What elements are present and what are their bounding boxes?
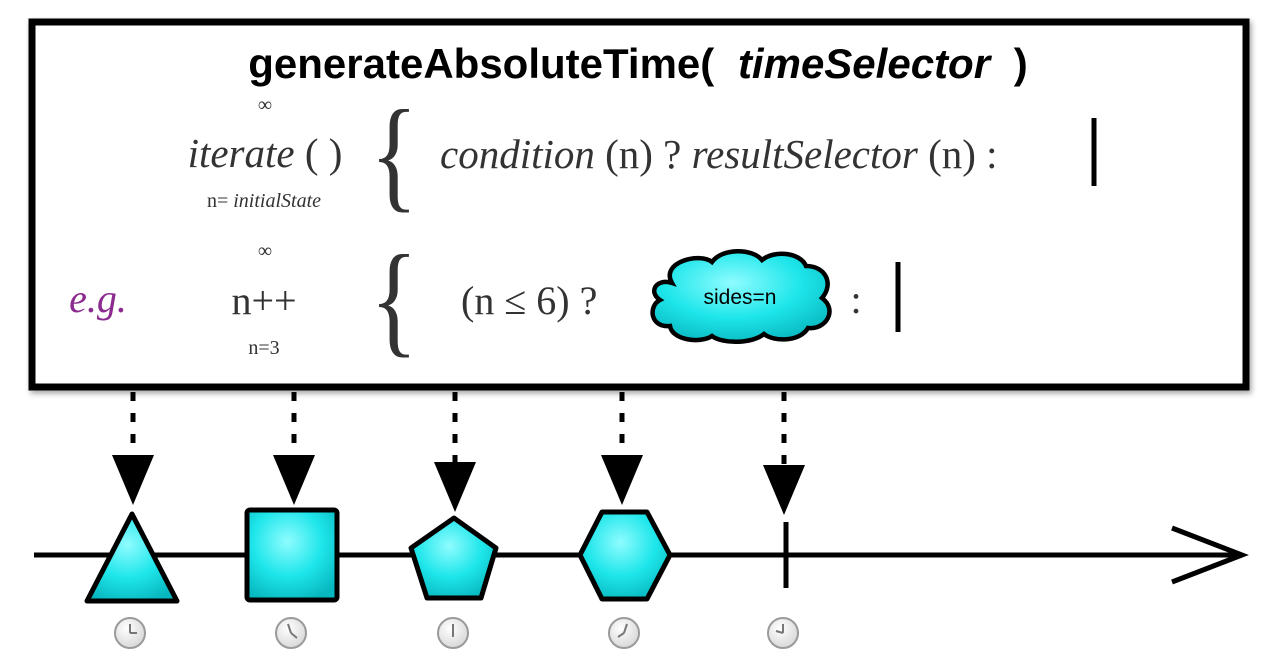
increment-expression: n++ bbox=[231, 278, 296, 323]
init-prefix: n= bbox=[207, 190, 228, 212]
title-param: timeSelector bbox=[738, 40, 993, 87]
arrow-triangle bbox=[112, 392, 154, 505]
left-brace: { bbox=[370, 86, 418, 224]
condition-label: condition bbox=[440, 131, 595, 177]
operator-title: generateAbsoluteTime( timeSelector ) bbox=[248, 40, 1027, 87]
sides-cloud: sides=n bbox=[650, 249, 832, 344]
condition-arg: (n) ? bbox=[605, 131, 692, 177]
cloud-shape bbox=[650, 249, 832, 344]
timeline-arrowhead bbox=[1171, 525, 1249, 585]
infinity-symbol: ∞ bbox=[258, 94, 272, 116]
emission-arrows bbox=[112, 392, 805, 515]
iterate-call: iterate ( ) bbox=[188, 130, 343, 176]
arrow-square bbox=[273, 392, 315, 505]
iterate-parens: ( ) bbox=[305, 130, 343, 176]
arrow-hexagon bbox=[601, 392, 643, 505]
example-label: e.g. bbox=[69, 276, 127, 321]
clock-icons bbox=[114, 617, 799, 649]
example-formula: e.g. ∞ n++ n=3 { (n ≤ 6) ? sides=n : bbox=[69, 231, 901, 369]
infinity-symbol-example: ∞ bbox=[258, 240, 272, 262]
init-value: initialState bbox=[233, 190, 321, 212]
example-condition: (n ≤ 6) ? bbox=[461, 278, 597, 323]
title-prefix: generateAbsoluteTime( bbox=[248, 40, 714, 87]
left-brace-example: { bbox=[370, 231, 418, 369]
operator-box: generateAbsoluteTime( timeSelector ) ∞ i… bbox=[28, 18, 1250, 391]
iterate-label: iterate bbox=[188, 130, 295, 176]
clock-icon bbox=[767, 617, 799, 649]
example-init: n=3 bbox=[248, 337, 279, 359]
result-selector-label: resultSelector bbox=[692, 131, 919, 177]
clock-icon bbox=[437, 617, 469, 649]
triangle-marble bbox=[84, 511, 180, 604]
cloud-label: sides=n bbox=[704, 286, 777, 309]
clock-icon bbox=[275, 617, 307, 649]
square-marble bbox=[244, 507, 340, 603]
hexagon-marble bbox=[577, 509, 673, 602]
pentagon-marble bbox=[408, 515, 499, 601]
clock-icon bbox=[114, 617, 146, 649]
arrow-completion bbox=[763, 392, 805, 515]
conditional-expression: condition (n) ? resultSelector (n) : bbox=[440, 131, 998, 177]
example-colon: : bbox=[850, 277, 861, 322]
operator-box-frame bbox=[28, 18, 1250, 391]
arrow-pentagon bbox=[434, 392, 476, 512]
clock-icon bbox=[608, 617, 640, 649]
iterate-init: n= initialState bbox=[207, 190, 321, 212]
general-formula: ∞ iterate ( ) n= initialState { conditio… bbox=[188, 86, 1097, 224]
title-suffix: ) bbox=[1014, 40, 1028, 87]
emitted-items bbox=[84, 507, 673, 604]
result-arg: (n) : bbox=[928, 131, 997, 177]
